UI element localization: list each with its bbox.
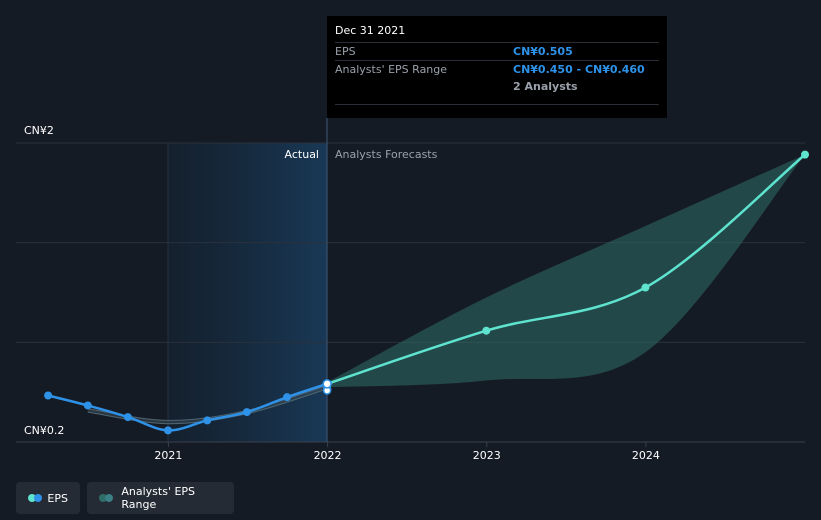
tooltip-range-row: Analysts' EPS Range CN¥0.450 - CN¥0.460 [335,60,659,78]
tooltip-eps-value: CN¥0.505 [513,45,573,58]
eps-actual-point [83,401,92,410]
eps-actual-point [164,426,172,435]
eps-actual-point [242,408,251,417]
eps-forecast-point [482,326,491,335]
eps-actual-point [44,391,53,400]
y-axis-top-label: CN¥2 [24,124,54,137]
tooltip-range-value: CN¥0.450 - CN¥0.460 [513,63,645,76]
actual-label: Actual [285,148,319,161]
legend-eps-label: EPS [47,491,68,505]
eps-forecast-point [801,150,809,159]
x-tick-label: 2022 [314,449,342,462]
tooltip-analysts: 2 Analysts [513,80,578,93]
forecast-label: Analysts Forecasts [335,148,438,161]
x-tick-label: 2021 [154,449,182,462]
analysts-eps-range-band [327,154,805,388]
x-tick-label: 2023 [473,449,501,462]
eps-actual-point [283,393,292,402]
tooltip-analysts-row: 2 Analysts [335,78,659,95]
x-axis-ticks: 2021 2022 2023 2024 [154,442,660,462]
chart-marks [44,150,809,435]
legend-range-label: Analysts' EPS Range [121,485,196,511]
range-legend-icon [99,494,113,502]
eps-actual-point [203,416,212,425]
tooltip-date: Dec 31 2021 [335,24,406,37]
eps-hover-point [322,379,332,389]
tooltip-eps-row: EPS CN¥0.505 [335,42,659,60]
eps-forecast-point [641,283,650,292]
eps-forecast-line [326,153,806,386]
eps-actual-point [123,413,132,422]
eps-legend-icon [28,494,42,502]
legend-eps[interactable]: EPS [16,482,80,514]
legend-range[interactable]: Analysts' EPS Range [87,482,234,514]
tooltip-eps-label: EPS [335,45,356,58]
x-tick-label: 2024 [632,449,660,462]
tooltip: Dec 31 2021 EPS CN¥0.505 Analysts' EPS R… [327,16,667,118]
tooltip-range-label: Analysts' EPS Range [335,63,448,76]
y-axis-bottom-label: CN¥0.2 [24,424,64,437]
